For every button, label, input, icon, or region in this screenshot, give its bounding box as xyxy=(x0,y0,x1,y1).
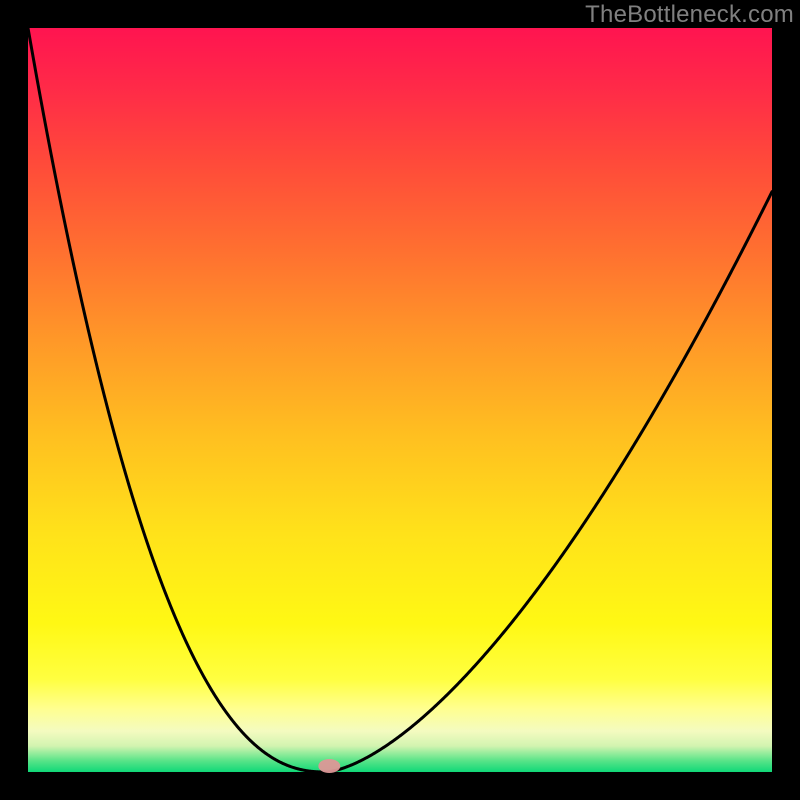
minimum-marker xyxy=(318,759,340,773)
watermark-text: TheBottleneck.com xyxy=(585,1,794,29)
figure-frame: TheBottleneck.com xyxy=(0,0,800,800)
chart-svg xyxy=(0,0,800,800)
